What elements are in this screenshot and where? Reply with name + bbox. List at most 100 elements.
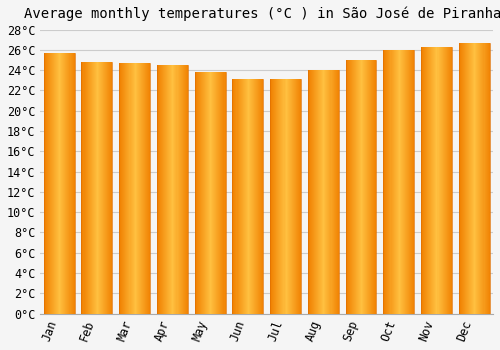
Bar xyxy=(204,72,205,314)
Bar xyxy=(234,79,236,314)
Bar xyxy=(95,62,96,314)
Bar xyxy=(144,63,145,314)
Bar xyxy=(168,65,170,314)
Bar xyxy=(132,63,134,314)
Bar xyxy=(370,60,372,314)
Bar xyxy=(294,79,295,314)
Bar xyxy=(126,63,128,314)
Bar xyxy=(270,79,271,314)
Bar xyxy=(354,60,355,314)
Bar xyxy=(336,70,338,314)
Bar xyxy=(222,72,224,314)
Bar xyxy=(100,62,101,314)
Bar xyxy=(159,65,160,314)
Bar xyxy=(388,50,390,314)
Bar xyxy=(232,79,234,314)
Bar xyxy=(401,50,402,314)
Bar xyxy=(256,79,257,314)
Bar xyxy=(251,79,252,314)
Bar xyxy=(392,50,394,314)
Bar xyxy=(358,60,359,314)
Bar xyxy=(216,72,218,314)
Bar xyxy=(317,70,318,314)
Bar xyxy=(142,63,143,314)
Bar xyxy=(352,60,353,314)
Bar xyxy=(461,43,462,314)
Bar xyxy=(136,63,138,314)
Bar xyxy=(366,60,367,314)
Bar xyxy=(460,43,461,314)
Bar xyxy=(122,63,124,314)
Bar xyxy=(406,50,407,314)
Bar xyxy=(143,63,144,314)
Bar xyxy=(254,79,255,314)
Bar xyxy=(172,65,174,314)
Bar xyxy=(326,70,328,314)
Bar xyxy=(88,62,90,314)
Bar xyxy=(106,62,107,314)
Bar xyxy=(214,72,215,314)
Bar xyxy=(194,72,196,314)
Bar xyxy=(421,47,422,314)
Bar xyxy=(236,79,238,314)
Bar xyxy=(314,70,315,314)
Bar xyxy=(286,79,288,314)
Bar xyxy=(405,50,406,314)
Bar xyxy=(313,70,314,314)
Bar xyxy=(374,60,376,314)
Bar xyxy=(47,53,48,314)
Bar xyxy=(469,43,470,314)
Bar xyxy=(218,72,220,314)
Bar xyxy=(49,53,50,314)
Bar xyxy=(396,50,398,314)
Bar xyxy=(48,53,49,314)
Bar xyxy=(480,43,482,314)
Bar xyxy=(471,43,472,314)
Bar xyxy=(488,43,490,314)
Bar xyxy=(272,79,273,314)
Bar xyxy=(92,62,93,314)
Bar xyxy=(86,62,88,314)
Bar xyxy=(404,50,405,314)
Bar xyxy=(170,65,172,314)
Bar xyxy=(240,79,242,314)
Bar xyxy=(355,60,356,314)
Bar xyxy=(297,79,298,314)
Bar xyxy=(247,79,248,314)
Bar xyxy=(346,60,348,314)
Bar xyxy=(253,79,254,314)
Bar xyxy=(200,72,201,314)
Bar xyxy=(409,50,410,314)
Bar xyxy=(438,47,440,314)
Bar xyxy=(138,63,139,314)
Bar xyxy=(72,53,74,314)
Bar xyxy=(134,63,136,314)
Bar xyxy=(296,79,297,314)
Bar xyxy=(332,70,334,314)
Bar xyxy=(274,79,275,314)
Bar xyxy=(84,62,86,314)
Bar xyxy=(205,72,206,314)
Bar xyxy=(384,50,386,314)
Bar xyxy=(58,53,59,314)
Bar xyxy=(423,47,424,314)
Bar xyxy=(300,79,301,314)
Bar xyxy=(224,72,226,314)
Bar xyxy=(182,65,184,314)
Bar xyxy=(213,72,214,314)
Bar xyxy=(196,72,198,314)
Bar xyxy=(446,47,447,314)
Bar xyxy=(60,53,61,314)
Bar xyxy=(178,65,180,314)
Bar xyxy=(161,65,162,314)
Bar xyxy=(244,79,246,314)
Bar xyxy=(180,65,182,314)
Bar xyxy=(425,47,426,314)
Bar xyxy=(164,65,165,314)
Bar xyxy=(201,72,202,314)
Bar xyxy=(102,62,103,314)
Bar xyxy=(386,50,388,314)
Bar xyxy=(356,60,357,314)
Bar xyxy=(440,47,442,314)
Bar xyxy=(411,50,412,314)
